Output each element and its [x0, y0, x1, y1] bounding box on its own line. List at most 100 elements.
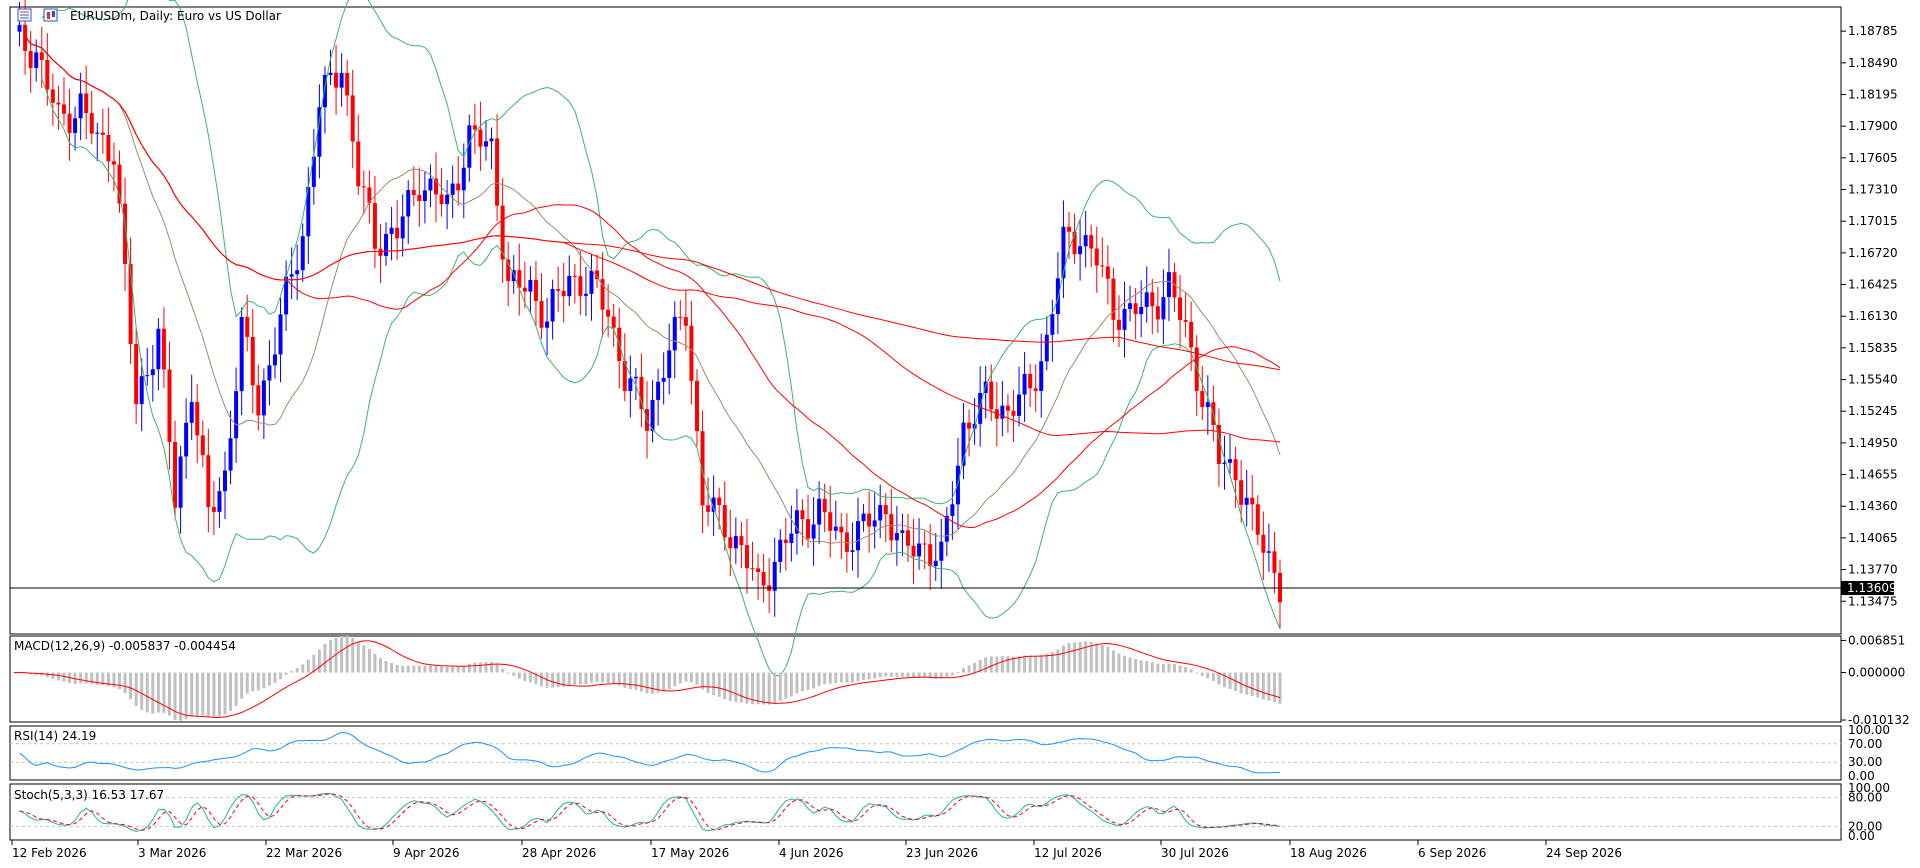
macd-histogram-bar [945, 672, 949, 677]
candle-body [1261, 534, 1266, 553]
time-tick-label: 22 Mar 2026 [266, 846, 342, 860]
macd-histogram-bar [506, 672, 510, 674]
candle-body [600, 279, 605, 310]
candle-body [1017, 394, 1022, 416]
macd-histogram-bar [229, 672, 233, 711]
candle-body [717, 497, 722, 506]
candle-body [878, 505, 883, 521]
rsi-tick-label: 100.00 [1848, 723, 1890, 737]
candle-body [250, 336, 255, 386]
macd-histogram-bar [1061, 645, 1065, 673]
macd-histogram-bar [817, 672, 821, 686]
macd-histogram-bar [850, 672, 854, 683]
macd-histogram-bar [317, 649, 321, 673]
macd-histogram-bar [751, 672, 754, 705]
candle-body [1155, 306, 1160, 320]
symbol-icon[interactable] [17, 8, 32, 22]
macd-histogram-bar [134, 672, 138, 706]
candle-body [522, 287, 527, 292]
price-tick-label: 1.14360 [1848, 499, 1898, 513]
candle-body [223, 470, 227, 492]
candle-body [894, 533, 899, 541]
candle-body [289, 274, 294, 277]
candle-body [678, 316, 683, 318]
macd-histogram-bar [351, 637, 355, 673]
macd-histogram-bar [1128, 657, 1132, 673]
macd-histogram-bar [1056, 649, 1060, 673]
macd-histogram-bar [201, 672, 205, 716]
macd-histogram-bar [345, 635, 349, 673]
price-tick-label: 1.16425 [1848, 278, 1898, 292]
candle-body [195, 402, 200, 436]
candle-body [1116, 319, 1121, 330]
macd-histogram-bar [551, 672, 555, 688]
candle-body [1216, 424, 1221, 465]
candle-body [411, 190, 416, 196]
current-price-label: 1.13609 [1847, 581, 1897, 595]
macd-histogram-bar [1139, 660, 1143, 673]
time-tick-label: 24 Sep 2026 [1546, 846, 1622, 860]
candle-body [1072, 231, 1077, 255]
price-layer [17, 0, 1282, 677]
candle-body [789, 533, 794, 544]
macd-histogram-bar [906, 672, 910, 678]
candle-body [389, 227, 394, 234]
price-tick-label: 1.18195 [1848, 88, 1898, 102]
candle-body [217, 491, 222, 512]
candle-body [284, 276, 289, 315]
candle-body [1067, 226, 1071, 232]
macd-histogram-bar [584, 672, 588, 685]
rsi-label: RSI(14) 24.19 [14, 729, 96, 743]
candle-body [483, 141, 488, 147]
macd-histogram-bar [390, 662, 394, 673]
candle-body [905, 530, 910, 546]
macd-histogram-bar [523, 672, 527, 682]
candle-body [1061, 226, 1066, 279]
macd-histogram-bar [1267, 672, 1271, 701]
price-tick-label: 1.15835 [1848, 341, 1898, 355]
macd-histogram-bar [1111, 650, 1115, 673]
macd-histogram-bar [256, 672, 260, 691]
price-tick-label: 1.17605 [1848, 151, 1898, 165]
candle-body [28, 50, 33, 69]
price-tick-label: 1.13475 [1848, 594, 1898, 608]
price-tick-label: 1.17015 [1848, 214, 1898, 228]
candle-body [989, 381, 994, 410]
macd-histogram-bar [1000, 656, 1004, 673]
candle-body [1239, 480, 1244, 505]
macd-histogram-bar [1206, 672, 1210, 679]
candle-body [900, 530, 905, 534]
macd-histogram-bar [667, 672, 671, 690]
macd-histogram-bar [340, 635, 344, 673]
candle-body [800, 510, 805, 520]
macd-histogram-bar [978, 659, 982, 673]
axis-layer: 1.18785 1.18490 1.18195 1.17900 1.17605 1.173… [11, 24, 1910, 860]
candle-body [822, 498, 827, 513]
candle-body [883, 505, 888, 515]
chart-type-icon[interactable] [43, 8, 58, 22]
macd-histogram-bar [45, 672, 49, 678]
macd-histogram-bar [73, 672, 77, 684]
candle-body [633, 376, 638, 379]
macd-histogram-bar [984, 657, 988, 673]
macd-histogram-bar [934, 672, 938, 679]
macd-histogram-bar [262, 672, 266, 689]
candle-body [84, 93, 89, 114]
candle-body [450, 183, 455, 195]
candle-body [334, 72, 339, 88]
candle-body [761, 572, 766, 586]
macd-histogram-bar [589, 672, 593, 683]
macd-histogram-bar [273, 672, 277, 684]
macd-histogram-bar [1095, 643, 1099, 673]
candle-body [1194, 347, 1199, 392]
candle-body [756, 568, 761, 573]
macd-histogram-bar [473, 662, 477, 673]
candle-body [778, 539, 783, 562]
macd-histogram-bar [456, 666, 460, 673]
macd-histogram-bar [101, 672, 105, 686]
macd-histogram-bar [706, 672, 710, 694]
macd-histogram-bar [195, 672, 199, 716]
candle-body [567, 275, 572, 297]
candle-body [889, 514, 894, 541]
candle-body [189, 402, 194, 423]
